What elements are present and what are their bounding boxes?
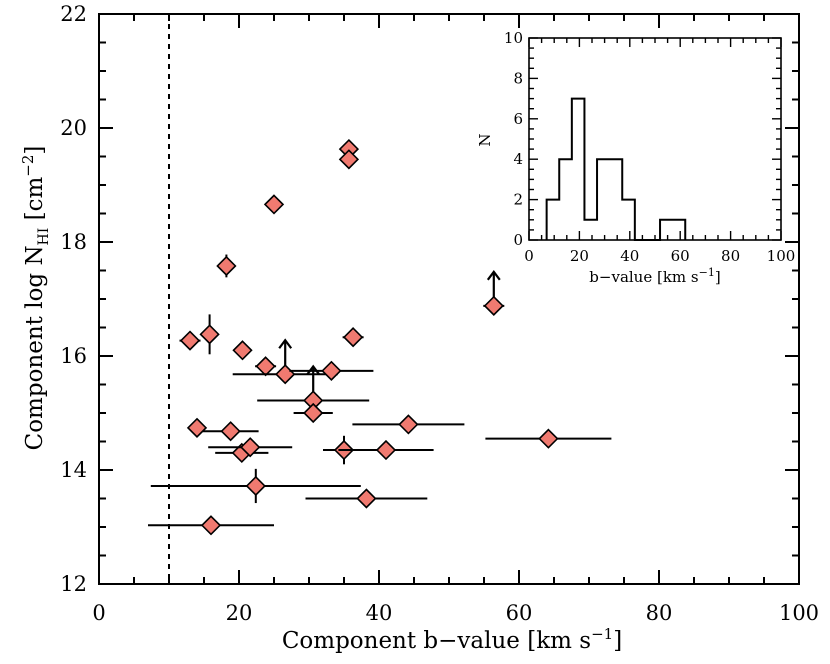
inset-ticks: [528, 37, 782, 241]
inset-tick-labels: 0 20 40 60 80 100 0 2 4 6 8 10: [504, 29, 795, 265]
data-point: [293, 402, 333, 424]
inset-x-tick-label: 40: [620, 247, 639, 265]
y-axis-label: Component log NHI [cm−2]: [19, 146, 52, 451]
diamond-marker: [398, 414, 419, 435]
y-tick-label: 20: [60, 116, 87, 140]
data-point: [179, 330, 201, 351]
data-point: [186, 417, 208, 438]
x-axis-label: Component b−value [km s−1]: [282, 625, 622, 654]
x-tick-label: 80: [646, 601, 673, 625]
x-tick-label: 20: [226, 601, 253, 625]
inset-y-tick-label: 0: [513, 231, 523, 249]
diamond-marker: [483, 295, 504, 316]
x-tick-label: 100: [779, 601, 819, 625]
inset-background: [529, 38, 781, 240]
x-tick-label: 40: [366, 601, 393, 625]
diamond-marker: [199, 324, 220, 345]
diamond-marker: [186, 417, 208, 438]
data-points: [148, 138, 612, 536]
x-tick-label: 60: [506, 601, 533, 625]
y-tick-label: 22: [60, 2, 87, 26]
data-point: [148, 515, 274, 536]
main-ticks: [98, 13, 800, 585]
inset-x-tick-label: 0: [524, 247, 534, 265]
inset-y-tick-label: 10: [504, 29, 523, 47]
inset-x-axis-label: b−value [km s−1]: [589, 266, 720, 286]
inset-y-tick-label: 2: [513, 191, 523, 209]
diamond-marker: [321, 360, 342, 381]
inset-y-tick-label: 6: [513, 110, 523, 128]
diamond-marker: [200, 515, 222, 536]
diamond-marker: [338, 149, 360, 170]
diamond-marker: [179, 330, 201, 351]
inset-y-tick-label: 4: [513, 150, 523, 168]
data-point: [289, 360, 374, 381]
data-point: [342, 327, 364, 348]
data-point: [232, 338, 338, 385]
diamond-marker: [245, 475, 266, 497]
diamond-marker: [240, 437, 261, 458]
inset-x-tick-label: 100: [767, 247, 796, 265]
data-point: [232, 340, 253, 361]
data-point: [263, 194, 285, 215]
data-point: [150, 468, 361, 504]
data-point: [352, 414, 465, 435]
inset-y-tick-label: 8: [513, 69, 523, 87]
histogram-outline: [545, 97, 687, 241]
data-point: [255, 356, 277, 377]
diamond-marker: [375, 439, 397, 461]
data-point: [338, 149, 360, 170]
data-point: [202, 421, 259, 442]
data-point: [483, 270, 505, 316]
diamond-marker: [342, 327, 364, 348]
diamond-marker: [216, 255, 237, 277]
y-tick-label: 16: [60, 344, 87, 368]
data-point: [305, 488, 428, 509]
inset-x-tick-label: 20: [570, 247, 589, 265]
diamond-marker: [356, 488, 377, 509]
lower-limit-arrowhead: [278, 338, 293, 349]
y-tick-label: 14: [60, 458, 87, 482]
y-tick-label: 12: [60, 572, 87, 596]
diamond-marker: [538, 428, 559, 449]
lower-limit-arrowhead: [486, 270, 501, 281]
x-tick-label: 0: [92, 601, 105, 625]
data-point: [199, 314, 220, 355]
data-point: [216, 254, 237, 278]
diamond-marker: [303, 402, 324, 424]
diamond-marker: [263, 194, 285, 215]
inset-x-tick-label: 80: [721, 247, 740, 265]
data-point: [485, 428, 612, 449]
diamond-marker: [232, 340, 253, 361]
data-point: [208, 437, 293, 458]
data-point: [338, 439, 434, 461]
diamond-marker: [275, 364, 296, 385]
diamond-marker: [220, 421, 241, 442]
inset-x-tick-label: 60: [671, 247, 690, 265]
diamond-marker: [255, 356, 276, 377]
inset-y-axis-label: N: [476, 133, 494, 146]
y-tick-label: 18: [60, 230, 87, 254]
